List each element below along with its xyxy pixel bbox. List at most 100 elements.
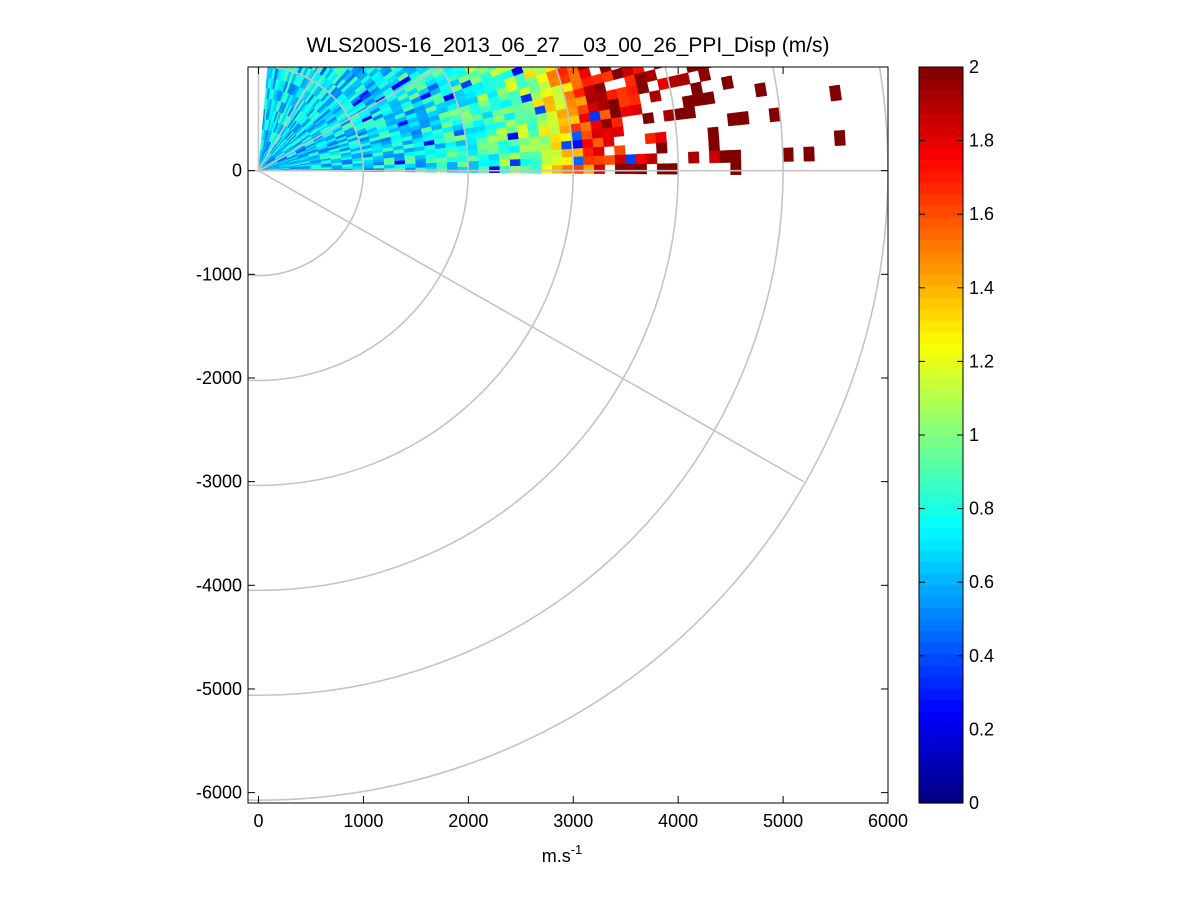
colorbar-band [919, 745, 963, 758]
x-axis-label-superscript: -1 [571, 842, 583, 857]
colorbar-band [919, 90, 963, 103]
heatmap-cell [635, 163, 647, 175]
colorbar-band [919, 423, 963, 436]
heatmap-cell [468, 166, 479, 173]
heatmap-cell [376, 67, 384, 71]
heatmap-cell [609, 107, 622, 119]
colorbar-band [919, 676, 963, 689]
colorbar-band [919, 757, 963, 770]
y-tick-label: 0 [232, 161, 242, 181]
heatmap-cell [602, 136, 615, 148]
polar-spoke [258, 169, 805, 483]
heatmap-cell [579, 121, 592, 132]
heatmap-cell [581, 138, 594, 149]
plot-area: 0 1000 2000 3000 4000 5000 6000 0 -1000 -2000 -30… [196, 66, 908, 831]
heatmap-cell [561, 140, 573, 150]
colorbar-band [919, 699, 963, 712]
heatmap-cell [803, 146, 815, 162]
heatmap-cell [619, 105, 633, 118]
heatmap-cell [530, 165, 543, 174]
colorbar-band [919, 458, 963, 471]
heatmap-cell [612, 126, 625, 138]
heatmap-cell [551, 165, 563, 174]
heatmap-cell [447, 166, 458, 173]
colorbar-band [919, 665, 963, 678]
heatmap-cell [457, 155, 469, 163]
polar-spoke [258, 67, 442, 172]
x-tick-label: 1000 [343, 811, 383, 831]
heatmap-cell [530, 158, 542, 167]
colorbar-band [919, 147, 963, 160]
x-axis-label-text: m.s [542, 846, 571, 866]
x-tick-label: 6000 [868, 811, 908, 831]
heatmap-cell [477, 148, 489, 156]
heatmap-cell [508, 145, 521, 154]
heatmap-cell [446, 151, 458, 158]
colorbar-band [919, 366, 963, 379]
heatmap-cell [625, 163, 637, 175]
colorbar-band [919, 216, 963, 229]
colorbar-band [919, 469, 963, 482]
heatmap-cell [683, 106, 697, 120]
heatmap-cell [600, 118, 613, 130]
colorbar-band [919, 170, 963, 183]
colorbar-band [919, 515, 963, 528]
heatmap-cell [540, 142, 552, 152]
heatmap-cells [258, 67, 846, 176]
heatmap-cell [644, 132, 657, 145]
polar-spoke [257, 67, 320, 172]
heatmap-cell [488, 160, 501, 167]
colorbar-tick-label: 1.2 [969, 351, 994, 371]
heatmap-cell [425, 158, 437, 164]
heatmap-cell [478, 166, 490, 173]
heatmap-cell [456, 150, 469, 158]
heatmap-cell [389, 67, 399, 72]
colorbar-tick-label: 0.4 [969, 646, 994, 666]
colorbar-band [919, 113, 963, 126]
heatmap-cell [415, 67, 424, 71]
heatmap-cell [648, 89, 662, 103]
heatmap-cell [655, 142, 668, 154]
heatmap-cell [541, 165, 553, 174]
heatmap-cell [541, 157, 553, 167]
colorbar-band [919, 251, 963, 264]
heatmap-cell [510, 165, 522, 174]
heatmap-cell [570, 131, 583, 142]
heatmap-cell [559, 124, 572, 135]
heatmap-cell [573, 164, 584, 174]
heatmap-cell [518, 137, 531, 147]
heatmap-cell [677, 72, 691, 87]
heatmap-cell [528, 129, 540, 139]
heatmap-cell [551, 149, 563, 159]
heatmap-cell [478, 154, 490, 162]
colorbar-band [919, 124, 963, 137]
heatmap-cell [636, 81, 650, 95]
colorbar-tick-label: 0.6 [969, 572, 994, 592]
colorbar-band [919, 492, 963, 505]
heatmap-cell [330, 67, 337, 71]
colorbar-band [919, 734, 963, 747]
heatmap-cell [487, 141, 499, 150]
heatmap-cell [540, 150, 553, 159]
heatmap-cell [646, 153, 658, 165]
colorbar-ticks: 0 0.2 0.4 0.6 0.8 1 1.2 1.4 1.6 1.8 2 [919, 57, 994, 813]
colorbar-band [919, 768, 963, 781]
colorbar-band [919, 688, 963, 701]
colorbar-band [919, 653, 963, 666]
x-tick-label: 0 [253, 811, 263, 831]
heatmap-cell [692, 93, 705, 107]
y-tick-label: -1000 [196, 264, 242, 284]
heatmap-cell [467, 160, 480, 168]
heatmap-cell [446, 161, 459, 168]
heatmap-cell [403, 67, 415, 73]
heatmap-cell [457, 166, 469, 173]
heatmap-cell [697, 67, 712, 83]
colorbar-band [919, 182, 963, 195]
heatmap-cell [656, 163, 668, 175]
heatmap-cell [394, 160, 406, 166]
heatmap-cell [508, 138, 520, 148]
heatmap-cell [828, 84, 842, 102]
colorbar-tick-label: 0.8 [969, 499, 994, 519]
heatmap-cell [509, 159, 521, 167]
heatmap-cell [708, 150, 721, 164]
